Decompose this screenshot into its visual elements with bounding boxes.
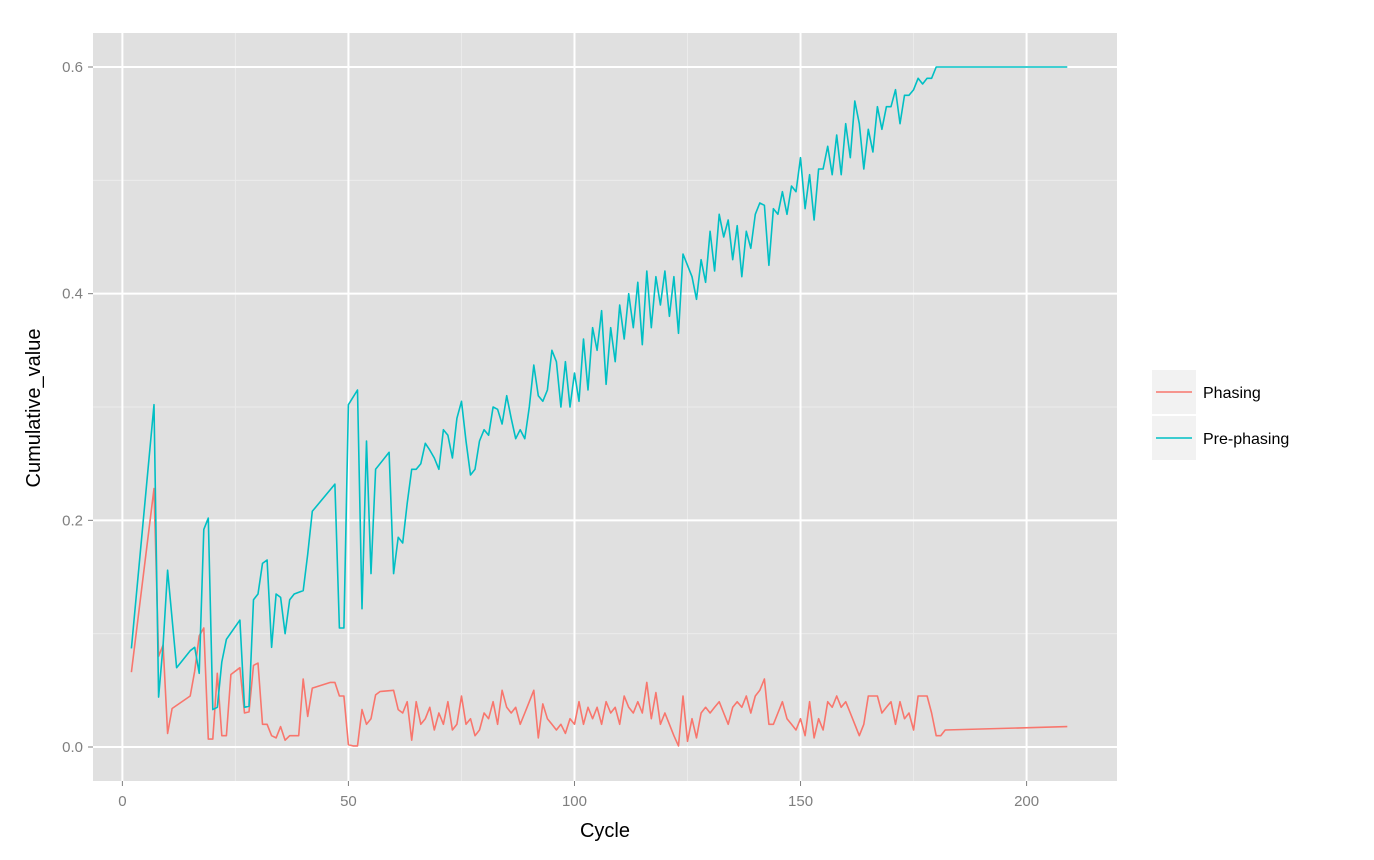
series-lines — [130, 66, 1068, 747]
y-tick-label: 0.4 — [62, 286, 83, 303]
series-line-phasing — [130, 487, 1068, 747]
legend: Phasing Pre-phasing — [1152, 370, 1289, 460]
y-axis-title: Cumulative_value — [23, 329, 45, 488]
x-axis-title: Cycle — [580, 820, 630, 842]
x-tick-label: 200 — [1014, 793, 1039, 810]
y-tick-label: 0.0 — [62, 739, 83, 756]
major-gridlines — [93, 33, 1117, 781]
y-tick-label: 0.2 — [62, 512, 83, 529]
x-tick-label: 100 — [562, 793, 587, 810]
x-tick-label: 0 — [118, 793, 126, 810]
y-axis-ticks: 0.0 0.2 0.4 0.6 — [62, 59, 93, 756]
legend-label-pre-phasing: Pre-phasing — [1203, 431, 1289, 448]
legend-label-phasing: Phasing — [1203, 385, 1261, 402]
x-tick-label: 50 — [340, 793, 357, 810]
series-line-pre-phasing — [130, 66, 1068, 711]
y-tick-label: 0.6 — [62, 59, 83, 76]
x-axis-ticks: 0 50 100 150 200 — [118, 781, 1039, 810]
x-tick-label: 150 — [788, 793, 813, 810]
